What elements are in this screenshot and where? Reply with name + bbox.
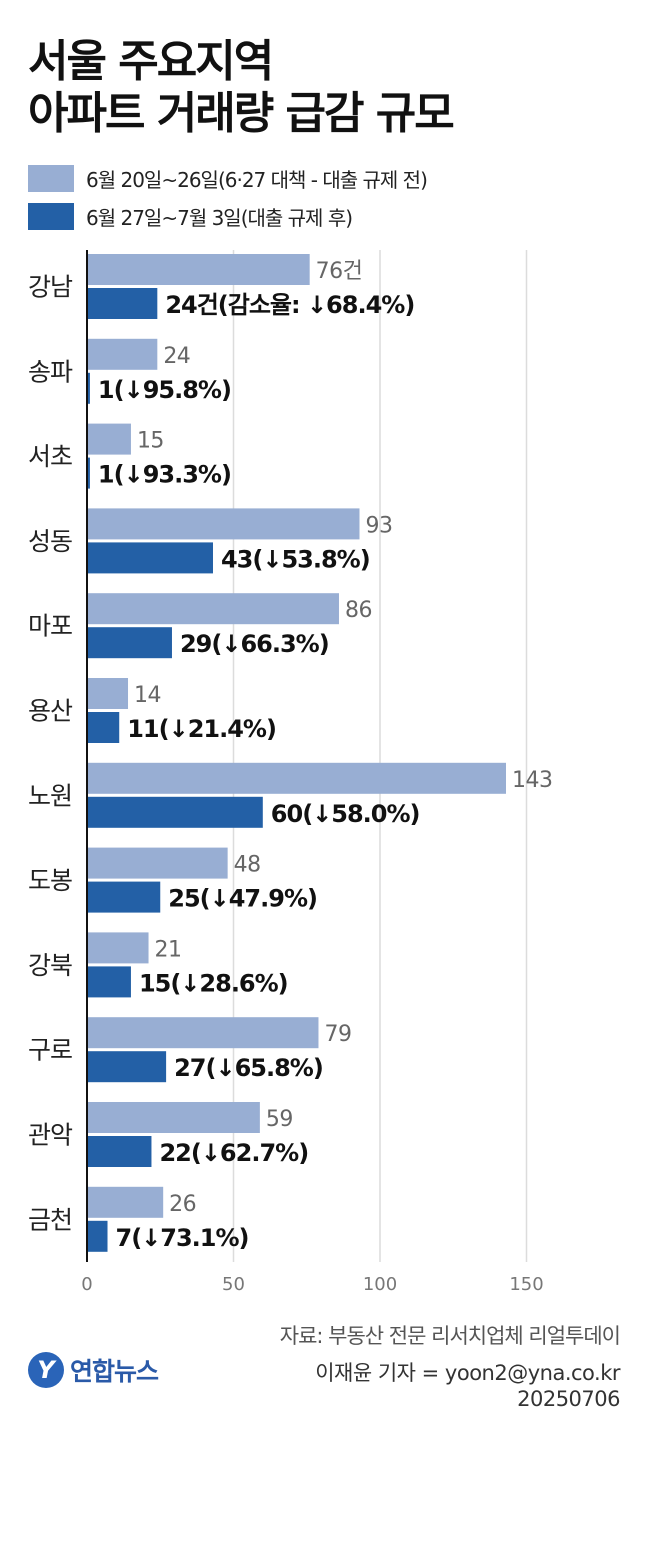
category-label-10: 관악 [28,1121,73,1150]
bar-after-3 [87,542,213,574]
bar-before-1 [87,338,158,370]
value-label-after-5: 11(↓21.4%) [127,715,276,743]
bar-after-11 [87,1220,108,1252]
byline: 이재윤 기자 = yoon2@yna.co.kr 20250706 [315,1360,620,1412]
title-line-2: 아파트 거래량 급감 규모 [28,88,455,139]
bar-before-10 [87,1102,260,1133]
category-label-2: 서초 [28,442,72,471]
value-label-before-4: 86 [345,598,372,623]
category-label-4: 마포 [28,612,72,641]
category-label-5: 용산 [28,697,73,726]
value-label-after-9: 27(↓65.8%) [174,1054,323,1082]
bar-before-3 [87,508,360,540]
yonhap-logo-icon: Y [28,1352,64,1388]
value-label-before-2: 15 [137,429,164,454]
value-label-before-1: 24 [163,344,190,369]
value-label-after-8: 15(↓28.6%) [139,969,288,997]
bar-after-10 [87,1136,152,1167]
category-label-8: 강북 [28,951,72,980]
bar-after-2 [87,457,90,489]
category-label-9: 구로 [28,1036,72,1065]
value-label-after-2: 1(↓93.3%) [98,461,231,489]
bar-chart: 76건 24건(감소율: ↓68.4%) 강남 24 1(↓95.8%) 송파 15 1(↓9… [28,250,553,1295]
legend-item-before: 6월 20일~26일(6·27 대책 - 대출 규제 전) [28,160,428,196]
bar-after-8 [87,966,131,998]
chart-title: 서울 주요지역 아파트 거래량 급감 규모 [28,36,455,140]
category-label-1: 송파 [28,357,73,386]
value-label-after-3: 43(↓53.8%) [221,545,370,573]
value-label-before-0: 76건 [316,259,363,284]
bar-after-1 [87,372,90,404]
category-label-3: 성동 [28,527,72,556]
legend-label-after: 6월 27일~7월 3일(대출 규제 후) [86,205,353,230]
value-label-before-11: 26 [169,1192,196,1217]
source-note: 자료: 부동산 전문 리서치업체 리얼투데이 [279,1324,621,1348]
value-label-before-7: 48 [234,853,261,878]
value-label-before-3: 93 [365,513,392,538]
bar-after-9 [87,1051,167,1083]
value-label-after-0: 24건(감소율: ↓68.4%) [165,291,414,319]
value-label-after-1: 1(↓95.8%) [98,376,231,404]
category-label-6: 노원 [28,781,72,810]
bar-after-4 [87,627,172,659]
bar-before-11 [87,1186,164,1218]
legend-label-before: 6월 20일~26일(6·27 대책 - 대출 규제 전) [86,167,428,192]
bar-before-4 [87,593,339,625]
value-label-after-11: 7(↓73.1%) [116,1224,249,1252]
bar-after-5 [87,712,120,743]
value-label-before-5: 14 [134,683,161,708]
yonhap-logo: Y 연합뉴스 [28,1352,159,1388]
bar-after-0 [87,288,158,319]
value-label-before-10: 59 [266,1107,293,1132]
legend-swatch-after [28,202,74,230]
bar-before-5 [87,678,129,709]
bar-before-7 [87,847,228,879]
x-tick-label-50: 50 [222,1274,245,1295]
bar-before-8 [87,932,149,964]
reporter-line: 이재윤 기자 = yoon2@yna.co.kr [315,1361,620,1385]
yonhap-logo-text: 연합뉴스 [70,1357,159,1386]
value-label-after-6: 60(↓58.0%) [271,800,420,828]
value-label-after-7: 25(↓47.9%) [168,885,317,913]
bar-before-2 [87,423,131,455]
category-label-7: 도봉 [28,866,72,895]
x-tick-label-100: 100 [363,1274,397,1295]
bar-before-6 [87,762,506,794]
legend-swatch-before [28,164,74,192]
value-label-after-10: 22(↓62.7%) [159,1139,308,1167]
x-tick-label-150: 150 [509,1274,543,1295]
legend-item-after: 6월 27일~7월 3일(대출 규제 후) [28,198,427,234]
value-label-before-6: 143 [512,768,553,793]
category-label-11: 금천 [28,1205,72,1234]
title-line-1: 서울 주요지역 [28,36,274,87]
value-label-after-4: 29(↓66.3%) [180,630,329,658]
value-label-before-9: 79 [324,1022,351,1047]
bar-before-9 [87,1017,319,1049]
date-line: 20250706 [517,1387,620,1411]
x-tick-label-0: 0 [81,1274,92,1295]
bar-after-7 [87,881,161,913]
legend: 6월 20일~26일(6·27 대책 - 대출 규제 전) 6월 27일~7월 … [28,160,428,236]
category-label-0: 강남 [28,273,73,302]
value-label-before-8: 21 [155,937,182,962]
bar-after-6 [87,796,263,828]
bar-before-0 [87,254,310,285]
